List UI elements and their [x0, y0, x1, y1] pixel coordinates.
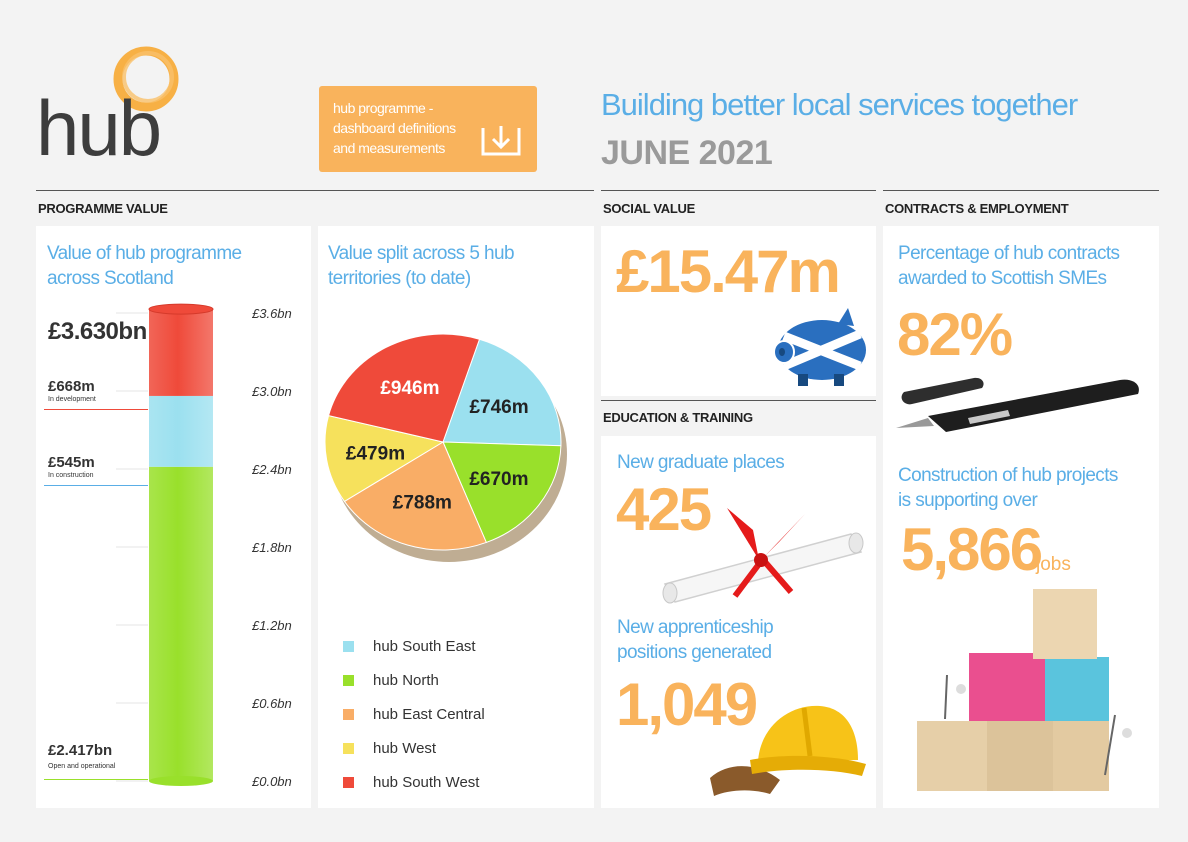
stacked-value-chart: £0.0bn £0.6bn £1.2bn £1.8bn £2.4bn £3.0bn £3.6…	[116, 303, 292, 789]
operational-value: £2.417bn	[48, 742, 113, 759]
legend-label: hub North	[373, 671, 439, 689]
pie-slice-label: £670m	[469, 469, 528, 490]
pie-slice	[442, 338, 562, 447]
legend-swatch	[343, 776, 354, 788]
divider-social	[601, 190, 876, 191]
column-top-cap	[148, 303, 214, 315]
total-value: £3.630bn	[48, 318, 147, 345]
piggy-bank-icon	[773, 308, 866, 386]
construction-value: £545m	[48, 454, 95, 471]
apprentice-heading: New apprenticeship positions generated	[617, 617, 774, 663]
legend-item: hub South East	[343, 629, 485, 663]
download-label-line3: and measurements	[333, 140, 445, 156]
page-title: Building better local services together	[601, 87, 1078, 122]
legend-label: hub West	[373, 739, 437, 757]
pie-slice	[324, 414, 445, 503]
development-label: In development	[48, 396, 96, 403]
development-marker	[44, 409, 148, 410]
legend-swatch	[343, 708, 354, 720]
section-title-education: EDUCATION & TRAINING	[603, 410, 753, 425]
y-tick-label: £1.2bn	[251, 618, 292, 633]
section-title-programme: PROGRAMME VALUE	[38, 201, 168, 216]
y-tick-label: £0.0bn	[251, 774, 292, 789]
legend-swatch	[343, 742, 354, 754]
construction-label: In construction	[48, 472, 94, 479]
jobs-unit: jobs	[1036, 554, 1071, 575]
legend-swatch	[343, 674, 354, 686]
apprentice-value: 1,049	[616, 671, 758, 738]
legend-label: hub South West	[373, 773, 480, 791]
hard-hat-icon	[710, 705, 866, 796]
legend-item: hub North	[343, 663, 485, 697]
download-label-line2: dashboard definitions	[333, 120, 456, 136]
pie-slice-label: £946m	[380, 378, 439, 399]
y-tick-label: £3.6bn	[251, 306, 292, 321]
y-tick-label: £1.8bn	[251, 540, 292, 555]
pie-slice-label: £788m	[393, 493, 452, 514]
operational-marker	[44, 779, 148, 780]
pie-slice	[327, 333, 481, 443]
sme-value: 82%	[897, 301, 1013, 368]
pen-icon	[896, 377, 1139, 432]
stack-segment	[149, 466, 213, 781]
stack-segment	[149, 395, 213, 467]
building-blocks-icon	[917, 589, 1132, 791]
legend-swatch	[343, 640, 354, 652]
graduate-value: 425	[616, 476, 712, 543]
pie-slice-label: £746m	[469, 397, 528, 418]
graduate-heading: New graduate places	[617, 452, 785, 473]
download-label-line1: hub programme -	[333, 100, 433, 116]
programme-heading: Value of hub programme across Scotland	[47, 243, 242, 289]
pie-slice	[442, 441, 562, 544]
hub-logo: hub	[36, 30, 186, 170]
legend-label: hub East Central	[373, 705, 485, 723]
section-title-social: SOCIAL VALUE	[603, 201, 695, 216]
pie-legend: hub South East hub North hub East Central h…	[343, 629, 485, 799]
legend-item: hub East Central	[343, 697, 485, 731]
development-value: £668m	[48, 378, 95, 395]
sme-heading: Percentage of hub contracts awarded to S…	[898, 243, 1120, 289]
divider-education	[601, 400, 876, 401]
logo-ring-icon	[113, 46, 179, 112]
pie-slice-label: £479m	[346, 443, 405, 464]
operational-label: Open and operational	[48, 763, 116, 770]
split-heading: Value split across 5 hub territories (to…	[328, 243, 515, 289]
y-tick-label: £3.0bn	[251, 384, 292, 399]
stack-segment	[149, 309, 213, 396]
divider-programme	[36, 190, 594, 191]
social-value-amount: £15.47m	[616, 238, 841, 305]
territory-pie-chart: £746m £670m £788m £479m £946m	[324, 333, 567, 562]
legend-item: hub West	[343, 731, 485, 765]
column-base-cap	[149, 776, 213, 786]
construction-marker	[44, 485, 148, 486]
download-icon	[481, 126, 521, 156]
jobs-value: 5,866	[901, 516, 1043, 583]
y-tick-label: £2.4bn	[251, 462, 292, 477]
download-definitions-button[interactable]: hub programme - dashboard definitions an…	[319, 86, 537, 172]
legend-item: hub South West	[343, 765, 485, 799]
page-date: JUNE 2021	[601, 134, 773, 172]
logo-text: hub	[36, 84, 162, 172]
legend-label: hub South East	[373, 637, 476, 655]
diploma-icon	[662, 508, 864, 604]
divider-contracts	[883, 190, 1159, 191]
y-tick-label: £0.6bn	[251, 696, 292, 711]
section-title-contracts: CONTRACTS & EMPLOYMENT	[885, 201, 1069, 216]
jobs-heading: Construction of hub projects is supporti…	[898, 465, 1118, 511]
pie-slice	[343, 441, 487, 551]
